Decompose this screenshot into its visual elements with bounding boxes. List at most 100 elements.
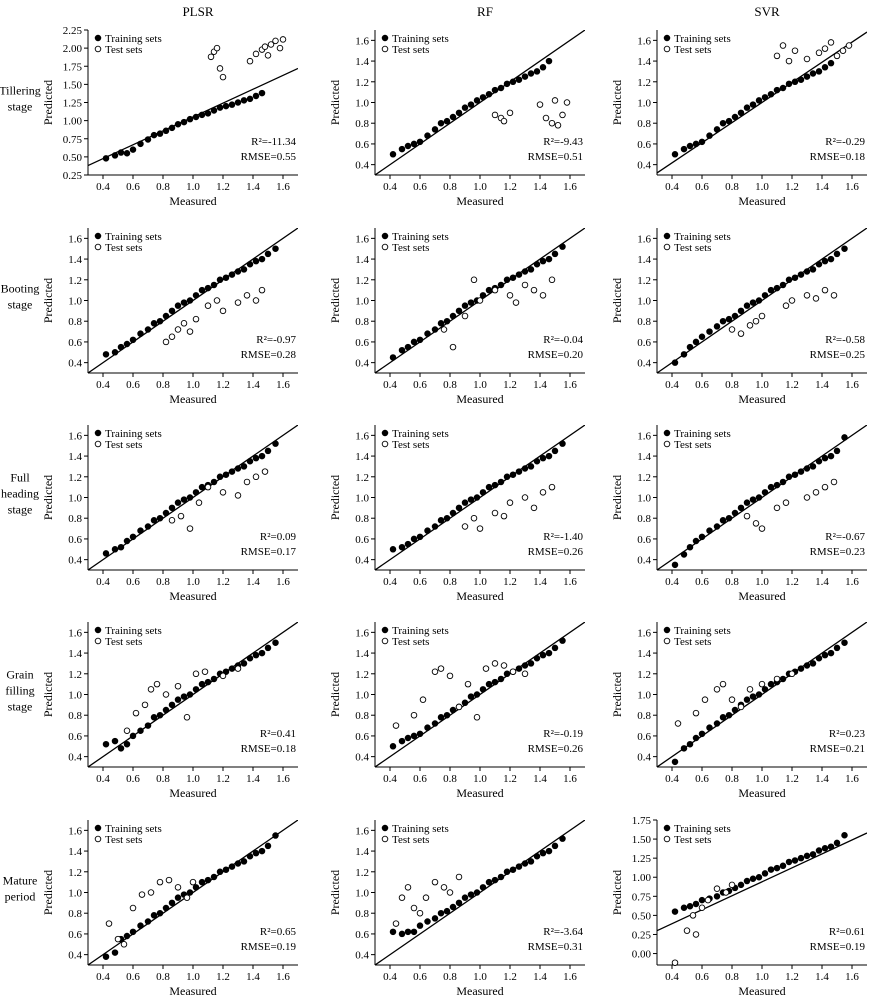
- y-tick-label: 1.75: [632, 815, 652, 827]
- x-tick-label: 0.6: [413, 773, 427, 785]
- training-point: [398, 145, 406, 153]
- x-axis-title: Measured: [169, 786, 216, 800]
- training-point: [713, 323, 721, 330]
- training-point: [404, 540, 412, 548]
- training-point: [749, 101, 757, 108]
- training-point: [827, 843, 835, 850]
- training-point: [234, 99, 242, 106]
- training-point: [123, 149, 131, 157]
- x-axis-title: Measured: [169, 392, 216, 406]
- test-point: [746, 322, 754, 329]
- training-point: [410, 338, 418, 346]
- panel-plsr-4: 0.4 0.6 0.8 1.0 1.2 1.4 1.6 0.4 0.6 0.8 1.0 1.2 1.4 1…: [41, 820, 298, 998]
- training-point: [156, 514, 164, 522]
- training-point: [551, 842, 559, 850]
- training-point: [779, 84, 787, 92]
- legend-training-label: Training sets: [674, 231, 731, 243]
- test-point: [252, 50, 260, 58]
- test-point: [821, 286, 829, 294]
- training-point: [150, 714, 158, 721]
- training-point: [455, 307, 463, 315]
- training-point: [521, 662, 529, 669]
- training-point: [410, 140, 418, 148]
- training-point: [497, 84, 505, 92]
- x-axis-title: Measured: [456, 984, 503, 998]
- training-point: [258, 847, 266, 855]
- training-point: [773, 864, 781, 872]
- x-tick-label: 1.0: [755, 971, 769, 983]
- x-tick-label: 1.4: [246, 773, 260, 785]
- test-point: [464, 680, 472, 688]
- x-tick-label: 1.6: [276, 181, 290, 193]
- training-point: [841, 434, 848, 441]
- training-point: [192, 884, 200, 891]
- y-tick-label: 0.6: [637, 337, 651, 349]
- training-point: [129, 336, 137, 344]
- x-tick-label: 1.6: [276, 773, 290, 785]
- training-point: [692, 140, 700, 148]
- x-tick-label: 0.4: [96, 181, 110, 193]
- y-tick-label: 1.0: [637, 690, 651, 702]
- training-point: [809, 660, 817, 667]
- training-point: [240, 97, 248, 104]
- training-point: [719, 714, 727, 721]
- legend-test-marker: [381, 243, 389, 251]
- y-tick-label: 1.4: [355, 56, 369, 68]
- y-tick-label: 1.0: [355, 296, 369, 308]
- training-point: [117, 543, 125, 551]
- training-point: [252, 454, 260, 462]
- training-point: [123, 740, 131, 748]
- training-point: [174, 894, 182, 901]
- training-point: [228, 863, 236, 870]
- y-tick-label: 0.4: [68, 752, 82, 764]
- training-point: [515, 665, 523, 672]
- training-point: [545, 57, 553, 65]
- training-point: [743, 499, 751, 506]
- training-point: [797, 271, 805, 278]
- y-tick-label: 0.4: [637, 555, 651, 567]
- test-point: [758, 680, 766, 688]
- training-point: [559, 440, 566, 447]
- training-point: [144, 136, 152, 143]
- test-point: [773, 504, 781, 512]
- y-tick-label: 1.6: [355, 430, 369, 442]
- test-point: [827, 39, 835, 46]
- rmse-label: RMSE=0.23: [810, 546, 866, 558]
- training-point: [156, 317, 164, 325]
- legend-test-label: Test sets: [392, 44, 429, 56]
- training-point: [706, 328, 713, 335]
- y-axis-title: Predicted: [41, 80, 55, 125]
- training-point: [815, 847, 823, 854]
- training-point: [686, 902, 694, 910]
- training-point: [186, 889, 194, 896]
- training-point: [527, 660, 535, 667]
- x-tick-label: 0.6: [413, 181, 427, 193]
- legend-test-label: Test sets: [105, 439, 142, 451]
- training-point: [416, 533, 424, 541]
- test-point: [398, 894, 406, 901]
- test-point: [156, 878, 164, 886]
- training-point: [389, 928, 397, 936]
- training-point: [144, 918, 152, 925]
- training-point: [111, 949, 119, 956]
- test-point: [147, 889, 155, 896]
- x-tick-label: 1.0: [755, 379, 769, 391]
- x-axis-title: Measured: [738, 786, 785, 800]
- test-point: [219, 73, 227, 81]
- legend-test-marker: [94, 243, 102, 251]
- training-point: [431, 720, 439, 727]
- x-tick-label: 1.2: [503, 181, 517, 193]
- x-tick-label: 1.0: [473, 971, 487, 983]
- training-point: [785, 276, 793, 284]
- training-point: [551, 250, 559, 258]
- training-point: [168, 307, 176, 315]
- training-point: [503, 670, 511, 678]
- panel-plsr-2: 0.4 0.6 0.8 1.0 1.2 1.4 1.6 0.4 0.6 0.8 1.0 1.2 1.4 1…: [41, 425, 298, 603]
- test-point: [422, 894, 430, 901]
- panel-rf-3: 0.4 0.6 0.8 1.0 1.2 1.4 1.6 0.4 0.6 0.8 1.0 1.2 1.4 1…: [328, 622, 585, 800]
- training-point: [755, 97, 763, 104]
- training-point: [398, 930, 406, 938]
- training-point: [410, 732, 418, 740]
- y-tick-label: 0.4: [68, 950, 82, 962]
- x-tick-label: 1.2: [503, 773, 517, 785]
